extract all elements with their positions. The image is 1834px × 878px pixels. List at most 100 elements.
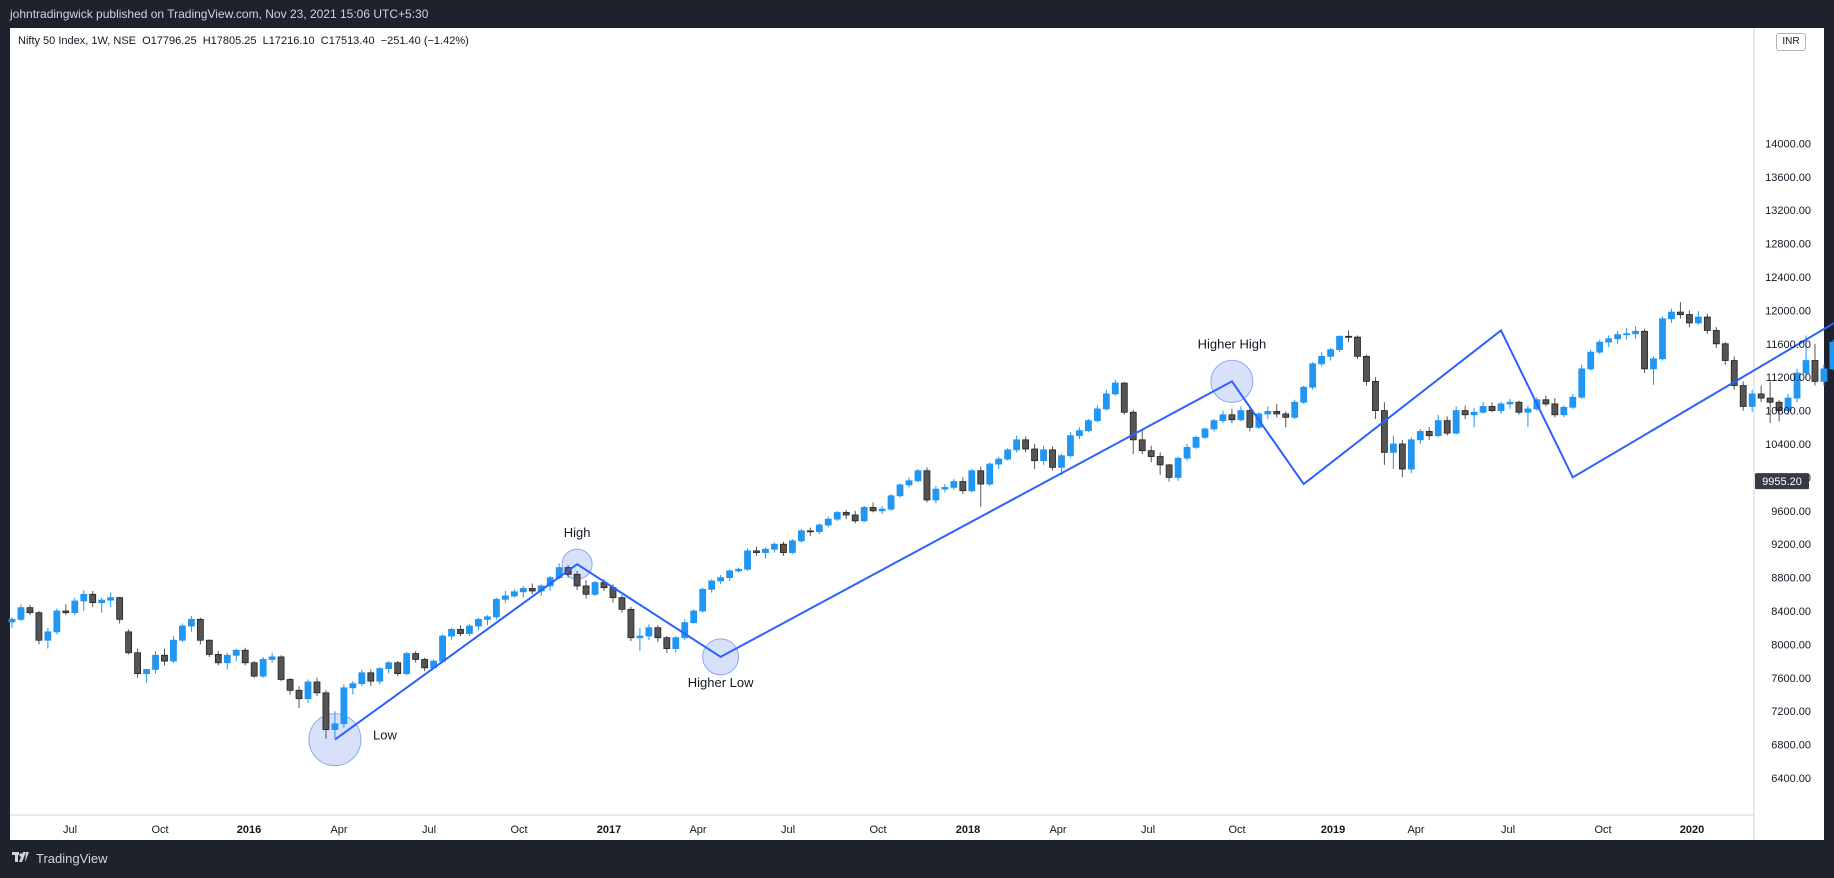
candle-body xyxy=(905,480,913,486)
candle-body xyxy=(771,543,778,550)
currency-badge[interactable]: INR xyxy=(1776,33,1806,51)
candle-body xyxy=(1040,449,1047,462)
candle-body xyxy=(1677,311,1684,315)
candle xyxy=(1569,393,1577,409)
candle-body xyxy=(1237,410,1245,421)
candle xyxy=(1641,328,1648,374)
candle-body xyxy=(1389,443,1397,453)
candle-body xyxy=(223,654,231,664)
price-axis[interactable]: 6400.00 6800.00 7200.00 7600.00 8000.00 8400.… xyxy=(1765,138,1811,785)
candle-body xyxy=(1282,413,1290,418)
candle-body xyxy=(17,607,25,620)
candle-body xyxy=(179,625,186,641)
candle-body xyxy=(492,598,500,618)
candle xyxy=(627,606,635,642)
tradingview-brand[interactable]: TradingView xyxy=(12,851,108,866)
candle xyxy=(439,634,446,663)
candle xyxy=(340,684,348,728)
annotation-label: High xyxy=(564,525,591,540)
x-tick-label: Jul xyxy=(781,824,795,836)
candle xyxy=(367,669,375,687)
candle xyxy=(1246,408,1254,432)
tradingview-logo-icon xyxy=(12,851,30,866)
candle-body xyxy=(681,622,689,639)
candle-body xyxy=(1273,411,1281,415)
y-tick-label: 11200.00 xyxy=(1766,372,1811,384)
candle xyxy=(717,575,725,585)
candle-body xyxy=(753,550,760,553)
candle xyxy=(358,669,366,687)
candle xyxy=(1605,335,1613,348)
candle-body xyxy=(475,618,482,627)
candle-body xyxy=(80,593,88,602)
swing-line[interactable] xyxy=(334,308,1834,741)
candle xyxy=(1443,416,1451,436)
candle xyxy=(1515,400,1523,415)
x-tick-label: Apr xyxy=(1049,824,1066,836)
candle-body xyxy=(232,649,240,656)
candle xyxy=(1372,377,1379,419)
candle-body xyxy=(699,588,707,612)
candle-body xyxy=(152,654,159,670)
candle-body xyxy=(1623,333,1630,336)
candle-body xyxy=(1246,410,1254,428)
candle xyxy=(80,590,88,611)
symbol-legend[interactable]: Nifty 50 Index, 1W, NSE O17796.25 H17805… xyxy=(18,35,469,47)
y-tick-label: 14000.00 xyxy=(1765,138,1811,150)
candle-body xyxy=(196,618,204,641)
last-price-label: 9955.20 xyxy=(1762,476,1802,488)
candle-body xyxy=(762,548,769,553)
candle xyxy=(1389,435,1397,470)
candle xyxy=(98,597,106,613)
candle xyxy=(950,479,958,490)
candle-body xyxy=(1407,439,1415,470)
candle xyxy=(116,596,124,624)
candle xyxy=(1398,439,1406,478)
candle xyxy=(1363,354,1370,386)
candle-body xyxy=(394,662,402,675)
candle-body xyxy=(1820,368,1828,382)
chart-panel[interactable] xyxy=(10,28,1824,840)
candle-body xyxy=(1587,351,1595,370)
candle-body xyxy=(950,481,958,488)
candle xyxy=(421,657,429,672)
candle-body xyxy=(1354,336,1361,357)
candle xyxy=(851,510,859,524)
candle xyxy=(205,639,213,657)
candle xyxy=(71,597,79,616)
last-price-box xyxy=(1755,473,1809,490)
candle-body xyxy=(187,618,195,627)
y-tick-label: 12800.00 xyxy=(1765,239,1811,251)
candle-body xyxy=(869,507,877,512)
candle xyxy=(1730,356,1738,390)
candle xyxy=(780,541,787,556)
candle-body xyxy=(1192,436,1200,448)
candle xyxy=(1031,444,1038,470)
candle xyxy=(492,597,500,620)
candle-body xyxy=(1093,408,1101,422)
time-axis[interactable]: Jul Oct 2016 Apr Jul Oct 2017 Apr Jul Oct 2018 Apr J… xyxy=(63,824,1704,836)
last-price-tag: 9955.20 xyxy=(1755,473,1809,490)
candle-body xyxy=(1102,393,1110,410)
swing-polyline[interactable] xyxy=(334,308,1834,741)
candle-body xyxy=(1802,360,1810,374)
candle-body xyxy=(89,593,97,604)
y-tick-label: 12000.00 xyxy=(1765,305,1811,317)
candle-body xyxy=(1452,410,1460,434)
annotation-label: Higher High xyxy=(1198,336,1267,351)
candle xyxy=(1058,454,1065,475)
candle-body xyxy=(1757,393,1765,399)
candle-body xyxy=(582,585,590,595)
candle-body xyxy=(815,524,823,533)
candle xyxy=(1506,398,1514,409)
x-tick-label: 2016 xyxy=(237,824,261,836)
candle xyxy=(1542,395,1550,407)
candle-body xyxy=(941,487,949,490)
candle xyxy=(1040,445,1047,465)
candle-body xyxy=(1336,335,1343,351)
candle xyxy=(295,686,303,708)
candle-body xyxy=(1031,448,1038,462)
x-tick-label: Oct xyxy=(869,824,886,836)
candle xyxy=(887,494,895,511)
